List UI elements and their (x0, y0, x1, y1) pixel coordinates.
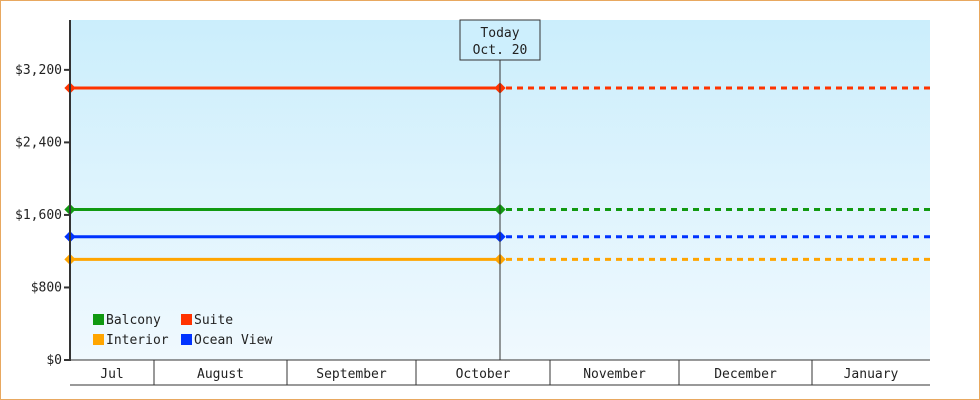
today-label: Today (480, 26, 519, 41)
x-tick-label: Jul (100, 367, 123, 382)
legend-label: Balcony (106, 313, 161, 328)
today-box (459, 19, 541, 61)
y-tick-label: $800 (31, 280, 62, 295)
legend-swatch (93, 314, 104, 325)
x-tick-label: September (316, 367, 387, 382)
legend-swatch (181, 334, 192, 345)
x-tick-label: December (714, 367, 777, 382)
legend-label: Suite (194, 313, 233, 328)
y-tick-label: $2,400 (15, 135, 62, 150)
x-tick-label: October (456, 367, 511, 382)
y-tick-label: $3,200 (15, 63, 62, 78)
today-date: Oct. 20 (473, 43, 528, 58)
x-tick-label: January (844, 367, 899, 382)
x-tick-label: August (197, 367, 244, 382)
today-marker: Today Oct. 20 (459, 19, 541, 360)
legend-swatch (93, 334, 104, 345)
y-tick-label: $0 (46, 353, 62, 368)
legend-label: Interior (106, 333, 169, 348)
y-tick-label: $1,600 (15, 208, 62, 223)
legend-label: Ocean View (194, 333, 272, 348)
x-tick-label: November (583, 367, 646, 382)
legend-swatch (181, 314, 192, 325)
